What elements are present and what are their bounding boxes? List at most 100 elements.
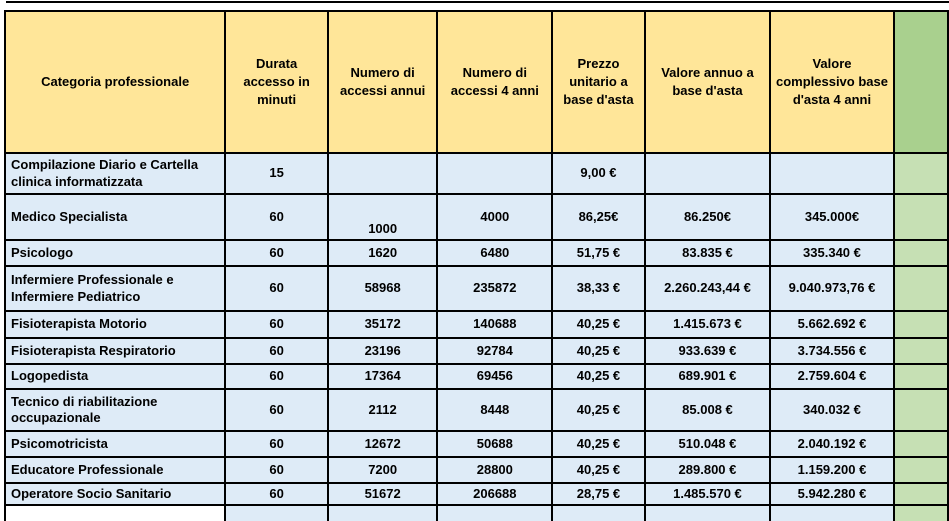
cell-categoria: Medico Specialista (3, 193, 227, 241)
cell-valore-complessivo: 9.040.973,76 € (769, 265, 895, 312)
cell-valore-annuo: 2.260.243,44 € (643, 265, 772, 312)
cell-durata: 60 (224, 481, 329, 507)
side-column-header-cell (892, 10, 949, 154)
side-column-cell (892, 152, 949, 195)
cell-valore-annuo: 1.415.673 € (643, 310, 772, 339)
col-header-accessi-annui: Numero di accessi annui (326, 10, 439, 154)
cell-empty (769, 504, 895, 521)
cell-durata: 60 (224, 337, 329, 365)
cell-valore-annuo: 289.800 € (643, 456, 772, 484)
cell-durata: 60 (224, 363, 329, 390)
cell-accessi-annui: 12672 (326, 430, 439, 458)
cell-accessi-annui: 35172 (326, 310, 439, 339)
cell-empty (643, 504, 772, 521)
cell-categoria: Tecnico di riabilitazione occupazionale (3, 388, 227, 432)
cell-accessi-4-anni: 50688 (436, 430, 554, 458)
cell-valore-complessivo: 335.340 € (769, 239, 895, 267)
cell-valore-annuo: 85.008 € (643, 388, 772, 432)
cell-categoria: Operatore Socio Sanitario (3, 481, 227, 507)
cell-prezzo-unitario: 40,25 € (551, 430, 646, 458)
cell-prezzo-unitario: 40,25 € (551, 337, 646, 365)
col-header-valore-annuo: Valore annuo a base d'asta (643, 10, 772, 154)
table-row: Fisioterapista Motorio 60 35172 140688 4… (3, 310, 949, 339)
table-row: Psicomotricista 60 12672 50688 40,25 € 5… (3, 430, 949, 458)
cell-categoria: Educatore Professionale (3, 456, 227, 484)
cell-accessi-4-anni: 8448 (436, 388, 554, 432)
cell-durata: 15 (224, 152, 329, 195)
cell-valore-complessivo: 2.040.192 € (769, 430, 895, 458)
cell-durata: 60 (224, 193, 329, 241)
col-header-categoria-professionale: Categoria professionale (3, 10, 227, 154)
cell-empty (326, 504, 439, 521)
cell-categoria: Psicologo (3, 239, 227, 267)
cell-accessi-4-anni: 4000 (436, 193, 554, 241)
cell-valore-annuo: 689.901 € (643, 363, 772, 390)
header-row: Categoria professionale Durata accesso i… (3, 10, 949, 154)
cell-durata: 60 (224, 388, 329, 432)
cell-valore-complessivo (769, 152, 895, 195)
cell-categoria: Psicomotricista (3, 430, 227, 458)
cell-accessi-annui: 1620 (326, 239, 439, 267)
cell-valore-annuo: 1.485.570 € (643, 481, 772, 507)
cell-valore-complessivo: 1.159.200 € (769, 456, 895, 484)
cell-categoria: Fisioterapista Motorio (3, 310, 227, 339)
table-row: Operatore Socio Sanitario 60 51672 20668… (3, 481, 949, 507)
col-header-prezzo-unitario: Prezzo unitario a base d'asta (551, 10, 646, 154)
cell-accessi-annui: 2112 (326, 388, 439, 432)
cell-valore-annuo: 83.835 € (643, 239, 772, 267)
cell-accessi-4-anni: 140688 (436, 310, 554, 339)
cell-durata: 60 (224, 456, 329, 484)
cell-accessi-annui: 58968 (326, 265, 439, 312)
side-column-cell (892, 193, 949, 241)
cell-accessi-4-anni: 206688 (436, 481, 554, 507)
cell-durata: 60 (224, 239, 329, 267)
table-row: Compilazione Diario e Cartella clinica i… (3, 152, 949, 195)
cell-durata: 60 (224, 430, 329, 458)
cell-prezzo-unitario: 86,25€ (551, 193, 646, 241)
side-column-cell (892, 265, 949, 312)
cell-accessi-4-anni: 69456 (436, 363, 554, 390)
cell-valore-complessivo: 345.000€ (769, 193, 895, 241)
cell-accessi-annui: 23196 (326, 337, 439, 365)
pricing-table: Categoria professionale Durata accesso i… (3, 10, 949, 521)
side-column-cell (892, 310, 949, 339)
table-row: Educatore Professionale 60 7200 28800 40… (3, 456, 949, 484)
side-column-cell (892, 430, 949, 458)
cell-categoria: Fisioterapista Respiratorio (3, 337, 227, 365)
table-row: Tecnico di riabilitazione occupazionale … (3, 388, 949, 432)
top-divider (6, 1, 949, 3)
cell-empty (551, 504, 646, 521)
cell-accessi-annui: 51672 (326, 481, 439, 507)
cell-categoria: Logopedista (3, 363, 227, 390)
cell-valore-complessivo: 3.734.556 € (769, 337, 895, 365)
cell-valore-annuo: 510.048 € (643, 430, 772, 458)
side-column-cell (892, 456, 949, 484)
cell-accessi-annui (326, 152, 439, 195)
cell-valore-annuo: 86.250€ (643, 193, 772, 241)
col-header-valore-complessivo: Valore complessivo base d'asta 4 anni (769, 10, 895, 154)
side-column-cell (892, 481, 949, 507)
cell-valore-annuo (643, 152, 772, 195)
cell-empty (436, 504, 554, 521)
cell-empty (3, 504, 227, 521)
side-column-cell (892, 363, 949, 390)
cell-accessi-annui: 7200 (326, 456, 439, 484)
col-header-accessi-4-anni: Numero di accessi 4 anni (436, 10, 554, 154)
table-row: Logopedista 60 17364 69456 40,25 € 689.9… (3, 363, 949, 390)
cell-prezzo-unitario: 38,33 € (551, 265, 646, 312)
cell-valore-complessivo: 5.942.280 € (769, 481, 895, 507)
table-row: Medico Specialista 60 1000 4000 86,25€ 8… (3, 193, 949, 241)
side-column-cell (892, 388, 949, 432)
table-row: Psicologo 60 1620 6480 51,75 € 83.835 € … (3, 239, 949, 267)
table-row-partial (3, 504, 949, 521)
cell-accessi-annui: 17364 (326, 363, 439, 390)
cell-valore-complessivo: 2.759.604 € (769, 363, 895, 390)
table-row: Fisioterapista Respiratorio 60 23196 927… (3, 337, 949, 365)
cell-prezzo-unitario: 40,25 € (551, 363, 646, 390)
cell-accessi-4-anni (436, 152, 554, 195)
cell-prezzo-unitario: 40,25 € (551, 310, 646, 339)
cell-accessi-4-anni: 28800 (436, 456, 554, 484)
cell-valore-complessivo: 340.032 € (769, 388, 895, 432)
side-column-cell (892, 504, 949, 521)
